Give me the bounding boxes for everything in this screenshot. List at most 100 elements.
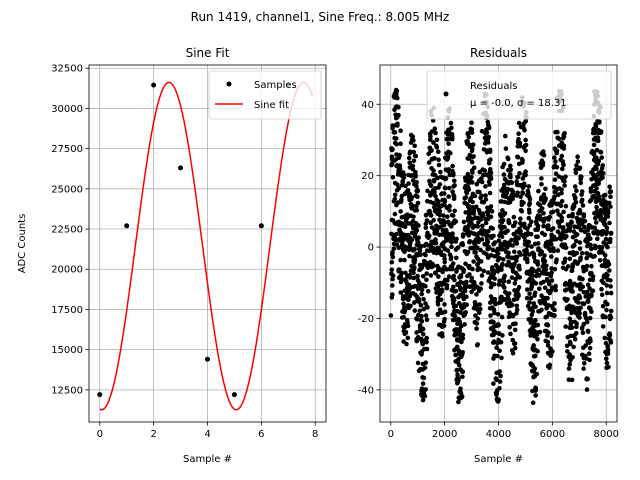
residual-point xyxy=(461,269,466,275)
residual-point xyxy=(496,282,502,287)
residual-point xyxy=(425,188,430,194)
residual-point xyxy=(438,322,444,328)
residual-point xyxy=(567,303,572,309)
residual-point xyxy=(444,136,450,142)
residual-point xyxy=(433,270,438,276)
residual-point xyxy=(433,231,438,236)
residual-point xyxy=(519,232,525,238)
sine-fit-ytick-label: 12500 xyxy=(51,385,83,396)
residual-point xyxy=(530,363,536,369)
residual-point xyxy=(528,295,534,301)
residual-point xyxy=(594,229,600,234)
residual-point xyxy=(491,381,496,386)
residual-point xyxy=(549,242,554,247)
residual-point xyxy=(447,208,452,213)
residual-point xyxy=(536,309,541,314)
residual-point xyxy=(531,369,537,374)
residual-point xyxy=(421,296,426,302)
residual-point xyxy=(503,297,508,302)
residual-point xyxy=(588,186,594,191)
residual-point xyxy=(490,247,496,253)
residual-point xyxy=(573,170,579,175)
residual-point xyxy=(456,282,462,288)
residual-point xyxy=(533,234,539,239)
residual-point xyxy=(594,181,599,187)
residual-point xyxy=(456,377,461,383)
residual-point xyxy=(541,200,547,205)
residual-point xyxy=(543,267,549,273)
residual-point xyxy=(544,322,549,328)
residual-point xyxy=(607,184,612,190)
residual-point xyxy=(499,355,504,361)
residual-point xyxy=(472,282,477,288)
residual-point xyxy=(557,224,563,229)
sine-fit-ytick-label: 32500 xyxy=(51,64,83,75)
residual-point xyxy=(477,169,483,175)
residual-point xyxy=(577,240,583,245)
residual-point xyxy=(392,135,397,141)
residual-point xyxy=(573,200,579,205)
residual-point xyxy=(444,230,450,235)
residual-point xyxy=(441,213,446,218)
residual-point xyxy=(423,221,429,227)
residual-point xyxy=(515,154,520,160)
residual-point xyxy=(503,133,508,139)
residual-point xyxy=(571,229,577,234)
residual-point xyxy=(579,326,585,331)
residual-point xyxy=(391,241,397,247)
residual-point xyxy=(426,160,432,165)
residual-point xyxy=(412,283,418,289)
residual-point xyxy=(523,172,528,178)
residual-point xyxy=(420,397,426,403)
residual-point xyxy=(545,333,550,338)
residual-point xyxy=(430,172,436,177)
residual-point xyxy=(527,276,532,282)
residual-point xyxy=(526,215,532,221)
residual-point xyxy=(522,252,528,258)
residual-point xyxy=(421,306,427,312)
residual-point xyxy=(453,359,459,364)
residual-point xyxy=(578,305,583,311)
residual-point xyxy=(406,181,411,186)
residual-point xyxy=(506,279,512,285)
residual-point xyxy=(592,211,597,216)
residual-point xyxy=(599,286,604,292)
residual-point xyxy=(581,321,587,327)
residual-point xyxy=(467,152,473,158)
residual-point xyxy=(484,234,490,239)
residual-point xyxy=(450,275,455,281)
residuals-xtick-label: 4000 xyxy=(486,429,511,440)
residual-point xyxy=(399,223,405,229)
residual-point xyxy=(585,227,591,233)
residual-point xyxy=(445,248,451,253)
residual-point xyxy=(501,257,506,262)
residual-point xyxy=(605,301,610,307)
residual-point xyxy=(557,186,562,191)
residual-point xyxy=(600,203,606,208)
residual-point xyxy=(408,201,414,207)
residual-point xyxy=(599,245,605,250)
residual-point xyxy=(402,249,407,255)
residual-point xyxy=(418,266,423,272)
residual-point xyxy=(467,144,473,149)
residual-point xyxy=(592,253,597,259)
residual-point xyxy=(529,312,534,318)
residual-point xyxy=(589,197,594,202)
residual-point xyxy=(467,284,473,290)
residual-point xyxy=(418,328,424,334)
residual-point xyxy=(527,291,532,297)
residual-point xyxy=(604,365,609,371)
residual-point xyxy=(389,161,395,166)
residual-point xyxy=(457,275,462,280)
residual-point xyxy=(423,338,429,343)
residual-point xyxy=(526,194,532,199)
residual-point xyxy=(533,281,539,286)
residual-point xyxy=(582,310,588,316)
residual-point xyxy=(541,192,547,197)
residual-point xyxy=(574,215,580,221)
residual-point xyxy=(542,301,548,307)
residual-point xyxy=(500,208,505,213)
residual-point xyxy=(452,183,457,188)
residuals-panel: Residuals 0 2000 4000 6000 8000 -40 -20 0 20 40 S… xyxy=(358,46,619,465)
residual-point xyxy=(423,301,428,306)
